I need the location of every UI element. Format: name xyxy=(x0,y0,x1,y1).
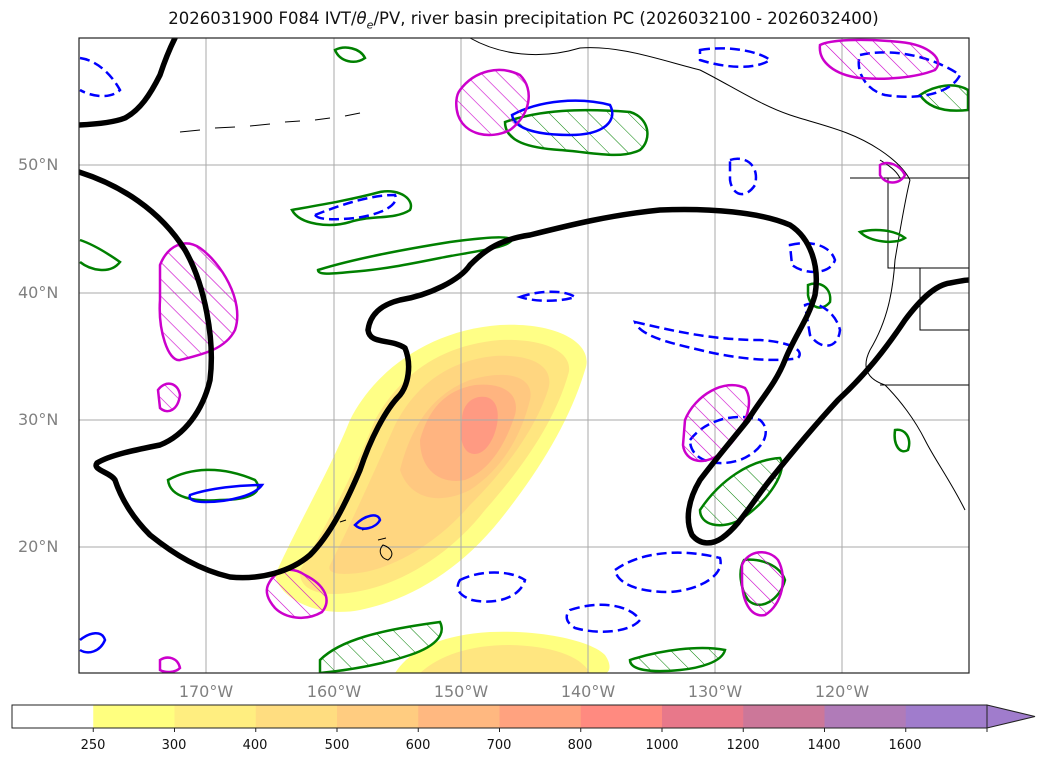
colorbar-segment xyxy=(743,705,825,728)
cb-tick-1400: 1400 xyxy=(807,738,841,753)
blue-dash-south-east xyxy=(565,603,642,633)
colorbar-tick-marks xyxy=(92,728,988,732)
blue-dash-ca xyxy=(803,302,842,347)
state-lines xyxy=(880,178,969,386)
colorbar-segment xyxy=(255,705,338,728)
green-california-offshore xyxy=(698,456,784,527)
colorbar-segment xyxy=(93,705,175,728)
cb-tick-300: 300 xyxy=(161,738,187,753)
theta-e-solid-blue-contours xyxy=(79,99,614,654)
green-nw-corner xyxy=(79,238,122,272)
cb-tick-500: 500 xyxy=(324,738,350,753)
figure-title: 2026031900 F084 IVT/θe/PV, river basin p… xyxy=(168,9,879,32)
green-ne-pacific xyxy=(290,189,413,227)
blue-dash-40n xyxy=(516,290,578,302)
lon-label-140w: 140°W xyxy=(560,682,616,701)
blue-dash-ne-pacific xyxy=(313,193,397,221)
lon-label-170w: 170°W xyxy=(178,682,234,701)
blue-dash-ne-corner xyxy=(857,51,962,99)
ivt-south-plume-inner xyxy=(420,645,590,673)
green-bc-coast xyxy=(857,228,908,244)
lon-label-130w: 130°W xyxy=(687,682,743,701)
lon-label-150w: 150°W xyxy=(433,682,489,701)
green-gulf-alaska xyxy=(503,108,649,157)
colorbar-segment xyxy=(662,705,744,728)
cb-tick-700: 700 xyxy=(486,738,512,753)
cb-tick-800: 800 xyxy=(567,738,593,753)
alaska-coast xyxy=(469,38,911,181)
blue-dash-bc xyxy=(728,157,758,196)
lat-label-30n: 30°N xyxy=(18,410,59,429)
blue-solid-gulf-alaska xyxy=(510,99,614,137)
pv-contour-nw xyxy=(79,38,178,128)
magenta-ne-corner xyxy=(818,38,940,80)
colorbar-segment xyxy=(824,705,907,728)
magenta-baja xyxy=(740,551,785,617)
colorbar-segment xyxy=(174,705,257,728)
aleutian-islands xyxy=(179,112,361,133)
lat-label-50n: 50°N xyxy=(18,155,59,174)
magenta-south xyxy=(158,656,182,673)
colorbar-segment xyxy=(12,705,94,728)
green-alaska-small xyxy=(333,46,367,63)
green-south-east xyxy=(628,646,727,673)
lat-label-40n: 40°N xyxy=(18,283,59,302)
blue-dash-subtropic xyxy=(613,551,722,594)
cb-tick-400: 400 xyxy=(242,738,268,753)
cb-tick-600: 600 xyxy=(405,738,431,753)
magenta-hatched-regions xyxy=(156,38,940,673)
magenta-ca-offshore xyxy=(681,383,751,463)
map-frame xyxy=(78,37,970,674)
green-south xyxy=(318,620,443,673)
vancouver-island xyxy=(879,159,901,179)
pv-contours xyxy=(79,38,969,581)
colorbar-extend-arrow xyxy=(986,704,1036,729)
ivt-filled-plume xyxy=(275,324,610,673)
blue-dash-gulf-ak xyxy=(698,47,773,68)
green-precip-contours xyxy=(79,46,969,673)
ivt-700-contour xyxy=(460,396,498,455)
blue-solid-hawaii xyxy=(353,514,382,530)
pv-contour-main xyxy=(79,169,969,581)
magenta-bc xyxy=(878,161,907,184)
colorbar-segments xyxy=(12,705,988,728)
colorbar-segment xyxy=(905,705,988,728)
magenta-gulf-alaska xyxy=(455,68,530,137)
magenta-west-40n xyxy=(158,242,239,362)
cb-tick-1600: 1600 xyxy=(888,738,922,753)
magenta-west-32n xyxy=(156,382,182,413)
cb-tick-1000: 1000 xyxy=(645,738,679,753)
colorbar-segment xyxy=(580,705,663,728)
graticule xyxy=(79,38,969,673)
lon-label-160w: 160°W xyxy=(306,682,362,701)
blue-dash-35n xyxy=(632,320,801,362)
green-dateline xyxy=(166,468,260,502)
magenta-hawaii-sw xyxy=(265,568,328,620)
green-wa-coast xyxy=(893,428,911,453)
cb-tick-1200: 1200 xyxy=(726,738,760,753)
colorbar xyxy=(11,704,1036,732)
green-ne-corner xyxy=(918,84,969,112)
colorbar-segment xyxy=(499,705,582,728)
blue-solid-sw xyxy=(79,632,107,654)
blue-dash-south xyxy=(456,571,527,603)
cb-tick-250: 250 xyxy=(80,738,106,753)
lon-label-120w: 120°W xyxy=(814,682,870,701)
blue-dash-nw xyxy=(79,56,122,98)
colorbar-segment xyxy=(418,705,500,728)
colorbar-segment xyxy=(337,705,419,728)
blue-solid-dateline xyxy=(188,483,265,504)
lat-label-20n: 20°N xyxy=(18,537,59,556)
